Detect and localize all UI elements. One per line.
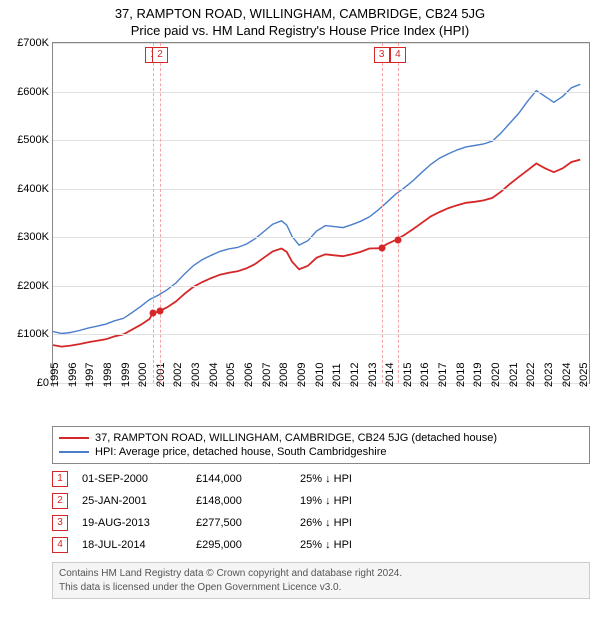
x-axis-label: 2009 — [296, 363, 308, 387]
transaction-date: 18-JUL-2014 — [82, 539, 182, 551]
gridline — [53, 286, 589, 287]
x-axis-label: 2015 — [402, 363, 414, 387]
attribution-line: Contains HM Land Registry data © Crown c… — [59, 567, 583, 581]
x-axis-label: 2025 — [578, 363, 590, 387]
chart-container: 37, RAMPTON ROAD, WILLINGHAM, CAMBRIDGE,… — [0, 0, 600, 599]
transaction-row: 4 18-JUL-2014 £295,000 25% ↓ HPI — [52, 534, 590, 556]
title-subtitle: Price paid vs. HM Land Registry's House … — [0, 23, 600, 38]
transaction-marker — [157, 308, 164, 315]
transaction-badge: 3 — [52, 515, 68, 531]
y-axis-label: £300K — [17, 231, 49, 243]
transaction-row: 1 01-SEP-2000 £144,000 25% ↓ HPI — [52, 468, 590, 490]
transaction-diff: 26% ↓ HPI — [300, 517, 410, 529]
x-axis-label: 2000 — [137, 363, 149, 387]
attribution-line: This data is licensed under the Open Gov… — [59, 581, 583, 595]
y-axis-label: £500K — [17, 134, 49, 146]
x-axis-label: 2014 — [384, 363, 396, 387]
x-axis-label: 2011 — [331, 363, 343, 387]
attribution-box: Contains HM Land Registry data © Crown c… — [52, 562, 590, 599]
x-axis-label: 2016 — [419, 363, 431, 387]
transaction-date: 25-JAN-2001 — [82, 495, 182, 507]
x-axis-label: 2018 — [455, 363, 467, 387]
transaction-number-badge: 3 — [374, 47, 390, 63]
transaction-vline — [398, 43, 399, 383]
x-axis-label: 2003 — [190, 363, 202, 387]
x-axis-label: 2019 — [472, 363, 484, 387]
title-block: 37, RAMPTON ROAD, WILLINGHAM, CAMBRIDGE,… — [0, 0, 600, 42]
x-axis-label: 2008 — [278, 363, 290, 387]
x-axis-label: 2007 — [261, 363, 273, 387]
gridline — [53, 140, 589, 141]
transaction-badge: 2 — [52, 493, 68, 509]
x-axis-label: 1997 — [84, 363, 96, 387]
transaction-badge: 4 — [52, 537, 68, 553]
y-axis-label: £200K — [17, 280, 49, 292]
transaction-diff: 25% ↓ HPI — [300, 539, 410, 551]
x-axis-label: 1998 — [102, 363, 114, 387]
transaction-vline — [382, 43, 383, 383]
legend: 37, RAMPTON ROAD, WILLINGHAM, CAMBRIDGE,… — [52, 426, 590, 464]
gridline — [53, 43, 589, 44]
transaction-diff: 19% ↓ HPI — [300, 495, 410, 507]
transaction-vline — [160, 43, 161, 383]
title-address: 37, RAMPTON ROAD, WILLINGHAM, CAMBRIDGE,… — [0, 6, 600, 21]
y-axis-label: £400K — [17, 183, 49, 195]
y-axis-label: £600K — [17, 86, 49, 98]
gridline — [53, 189, 589, 190]
x-axis-label: 2020 — [490, 363, 502, 387]
legend-label: HPI: Average price, detached house, Sout… — [95, 446, 386, 458]
transaction-price: £277,500 — [196, 517, 286, 529]
x-axis-label: 2022 — [525, 363, 537, 387]
gridline — [53, 237, 589, 238]
transaction-row: 3 19-AUG-2013 £277,500 26% ↓ HPI — [52, 512, 590, 534]
legend-label: 37, RAMPTON ROAD, WILLINGHAM, CAMBRIDGE,… — [95, 432, 497, 444]
x-axis-label: 2024 — [561, 363, 573, 387]
x-axis-label: 1995 — [49, 363, 61, 387]
x-axis-label: 1996 — [67, 363, 79, 387]
series-line — [53, 160, 580, 347]
plot-area: £0£100K£200K£300K£400K£500K£600K£700K199… — [52, 42, 590, 384]
gridline — [53, 92, 589, 93]
transaction-marker — [394, 236, 401, 243]
line-layer — [53, 43, 589, 383]
y-axis-label: £700K — [17, 37, 49, 49]
y-axis-label: £100K — [17, 328, 49, 340]
transaction-vline — [153, 43, 154, 383]
transaction-date: 19-AUG-2013 — [82, 517, 182, 529]
x-axis-label: 2005 — [225, 363, 237, 387]
x-axis-label: 2002 — [172, 363, 184, 387]
x-axis-label: 2021 — [508, 363, 520, 387]
x-axis-label: 2004 — [208, 363, 220, 387]
x-axis-label: 1999 — [120, 363, 132, 387]
x-axis-label: 2013 — [367, 363, 379, 387]
transaction-marker — [378, 245, 385, 252]
y-axis-label: £0 — [37, 377, 49, 389]
x-axis-label: 2010 — [314, 363, 326, 387]
gridline — [53, 334, 589, 335]
legend-swatch — [59, 437, 89, 439]
series-line — [53, 84, 580, 333]
legend-item: HPI: Average price, detached house, Sout… — [59, 445, 583, 459]
transaction-table: 1 01-SEP-2000 £144,000 25% ↓ HPI 2 25-JAN-200… — [52, 468, 590, 556]
transaction-price: £144,000 — [196, 473, 286, 485]
transaction-date: 01-SEP-2000 — [82, 473, 182, 485]
transaction-badge: 1 — [52, 471, 68, 487]
transaction-price: £295,000 — [196, 539, 286, 551]
legend-item: 37, RAMPTON ROAD, WILLINGHAM, CAMBRIDGE,… — [59, 431, 583, 445]
x-axis-label: 2012 — [349, 363, 361, 387]
transaction-price: £148,000 — [196, 495, 286, 507]
x-axis-label: 2006 — [243, 363, 255, 387]
transaction-marker — [150, 310, 157, 317]
transaction-number-badge: 2 — [152, 47, 168, 63]
transaction-row: 2 25-JAN-2001 £148,000 19% ↓ HPI — [52, 490, 590, 512]
x-axis-label: 2023 — [543, 363, 555, 387]
x-axis-label: 2017 — [437, 363, 449, 387]
transaction-diff: 25% ↓ HPI — [300, 473, 410, 485]
legend-swatch — [59, 451, 89, 453]
transaction-number-badge: 4 — [390, 47, 406, 63]
